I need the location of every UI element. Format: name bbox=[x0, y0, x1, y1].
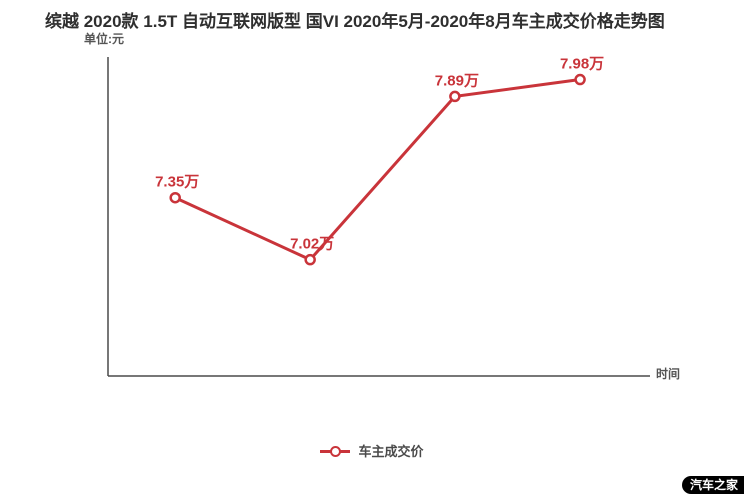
x-axis-label: 时间 bbox=[656, 367, 681, 381]
trend-line bbox=[174, 78, 581, 262]
data-point-label: 7.02万 bbox=[290, 236, 334, 253]
data-point-marker bbox=[304, 253, 316, 266]
legend-line-marker-icon bbox=[320, 444, 351, 458]
legend-series-label: 车主成交价 bbox=[358, 444, 424, 459]
data-point-label: 7.89万 bbox=[435, 72, 479, 89]
legend: 车主成交价 bbox=[0, 441, 744, 460]
autohome-logo: 汽车之家 bbox=[681, 476, 744, 494]
data-point-marker bbox=[169, 191, 181, 204]
series-layer: 7.35万 7.02万 7.89万 7.98万 bbox=[155, 56, 604, 266]
data-point-label: 7.98万 bbox=[560, 56, 604, 73]
y-axis-unit-label: 单位:元 bbox=[84, 32, 124, 46]
data-point-marker bbox=[574, 73, 586, 86]
data-point-marker bbox=[449, 90, 461, 103]
chart-title: 缤越 2020款 1.5T 自动互联网版型 国VI 2020年5月-2020年8… bbox=[45, 12, 665, 31]
data-point-label: 7.35万 bbox=[155, 174, 199, 191]
